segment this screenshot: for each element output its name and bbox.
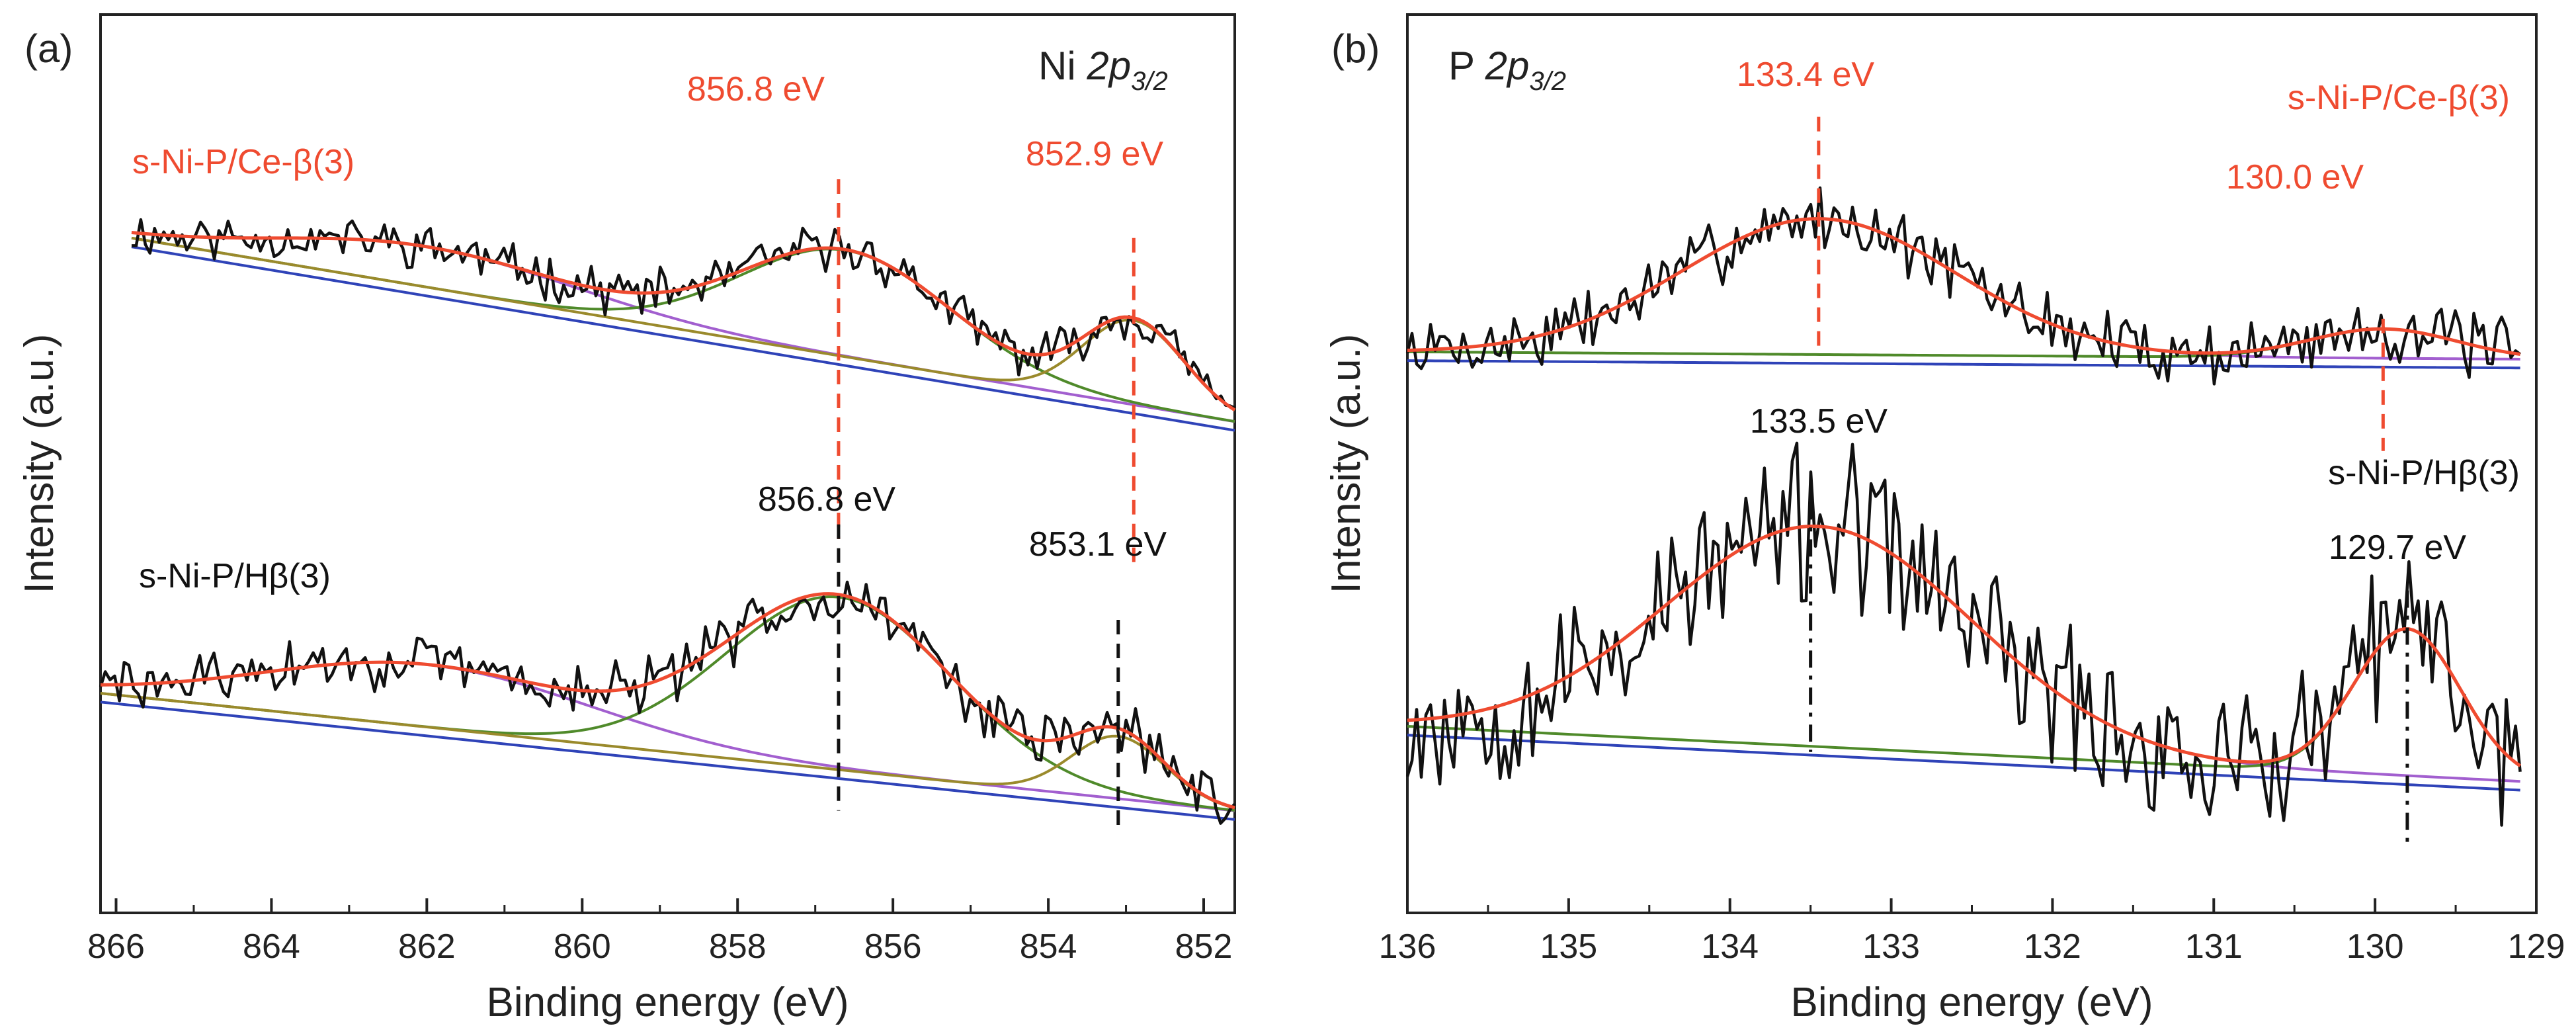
title-orbital: 2p xyxy=(1485,44,1530,88)
title-subscript: 3/2 xyxy=(1529,67,1566,96)
peak-energy-label: 853.1 eV xyxy=(1029,525,1167,564)
sample-name-label: s-Ni-P/Hβ(3) xyxy=(139,557,331,595)
x-tick-label: 852 xyxy=(1175,927,1233,966)
sample-name-label: s-Ni-P/Ce-β(3) xyxy=(2288,79,2510,117)
panel-label: (b) xyxy=(1331,26,1380,71)
x-tick-label: 133 xyxy=(1862,927,1920,966)
component-peak xyxy=(131,231,1235,423)
component-peak xyxy=(100,692,1235,810)
fit-envelope-line xyxy=(131,231,1236,411)
fit-envelope-line xyxy=(1407,217,2520,356)
x-tick-label: 134 xyxy=(1701,927,1759,966)
peak-energy-label: 129.7 eV xyxy=(2329,529,2466,567)
x-tick-label: 854 xyxy=(1020,927,1077,966)
x-tick-label: 130 xyxy=(2347,927,2404,966)
peak-energy-label: 133.4 eV xyxy=(1737,56,1874,94)
x-tick-label: 136 xyxy=(1379,927,1436,966)
sample-name-label: s-Ni-P/Ce-β(3) xyxy=(132,143,354,181)
panel-title: P 2p3/2 xyxy=(1448,44,1566,96)
y-axis-label: Intensity (a.u.) xyxy=(17,334,62,594)
x-tick-label: 864 xyxy=(243,927,300,966)
x-tick-label: 858 xyxy=(709,927,767,966)
raw-data-line xyxy=(1405,441,2522,827)
background-line xyxy=(1407,734,2520,792)
plot-frame xyxy=(99,13,1236,914)
panel-a: 866 864 862 860 858 856 854 852 Binding energy (… xyxy=(17,13,1236,1025)
peak-energy-label: 130.0 eV xyxy=(2226,158,2364,196)
raw-data-line xyxy=(131,218,1235,409)
x-tick-label: 862 xyxy=(398,927,456,966)
peak-energy-label: 856.8 eV xyxy=(687,70,825,108)
x-tick-label: 129 xyxy=(2508,927,2565,966)
sample-name-label: s-Ni-P/Hβ(3) xyxy=(2328,454,2520,492)
peak-energy-label: 133.5 eV xyxy=(1750,402,1888,441)
component-peak xyxy=(100,595,1235,812)
background-line xyxy=(1407,359,2520,370)
panel-title: Ni 2p3/2 xyxy=(1038,44,1168,96)
background-line xyxy=(100,701,1235,821)
panel-b: 136 135 134 133 132 131 130 129 Binding energy (… xyxy=(1323,13,2565,1025)
component-peak xyxy=(1407,627,2521,768)
raw-data-line xyxy=(99,580,1236,825)
x-axis-label: Binding energy (eV) xyxy=(1791,980,2153,1025)
fit-envelope-line xyxy=(1407,525,2522,767)
x-axis-label: Binding energy (eV) xyxy=(487,980,849,1025)
peak-energy-label: 856.8 eV xyxy=(758,480,895,519)
x-tick-label: 135 xyxy=(1540,927,1597,966)
x-tick-label: 131 xyxy=(2185,927,2243,966)
raw-data-line xyxy=(1405,186,2521,386)
y-axis-label: Intensity (a.u.) xyxy=(1323,334,1369,594)
component-peak xyxy=(1407,217,2520,361)
title-element: P xyxy=(1448,44,1485,88)
background-line xyxy=(131,245,1235,432)
title-orbital: 2p xyxy=(1086,44,1131,88)
title-element: Ni xyxy=(1038,44,1087,88)
x-tick-label: 866 xyxy=(87,927,145,966)
x-tick-label: 856 xyxy=(864,927,922,966)
peak-energy-label: 852.9 eV xyxy=(1026,135,1163,173)
component-peak xyxy=(131,236,1236,411)
x-tick-label: 860 xyxy=(554,927,611,966)
fit-envelope-line xyxy=(100,592,1235,810)
title-subscript: 3/2 xyxy=(1131,67,1168,96)
panel-label: (a) xyxy=(24,26,73,71)
x-tick-label: 132 xyxy=(2024,927,2081,966)
